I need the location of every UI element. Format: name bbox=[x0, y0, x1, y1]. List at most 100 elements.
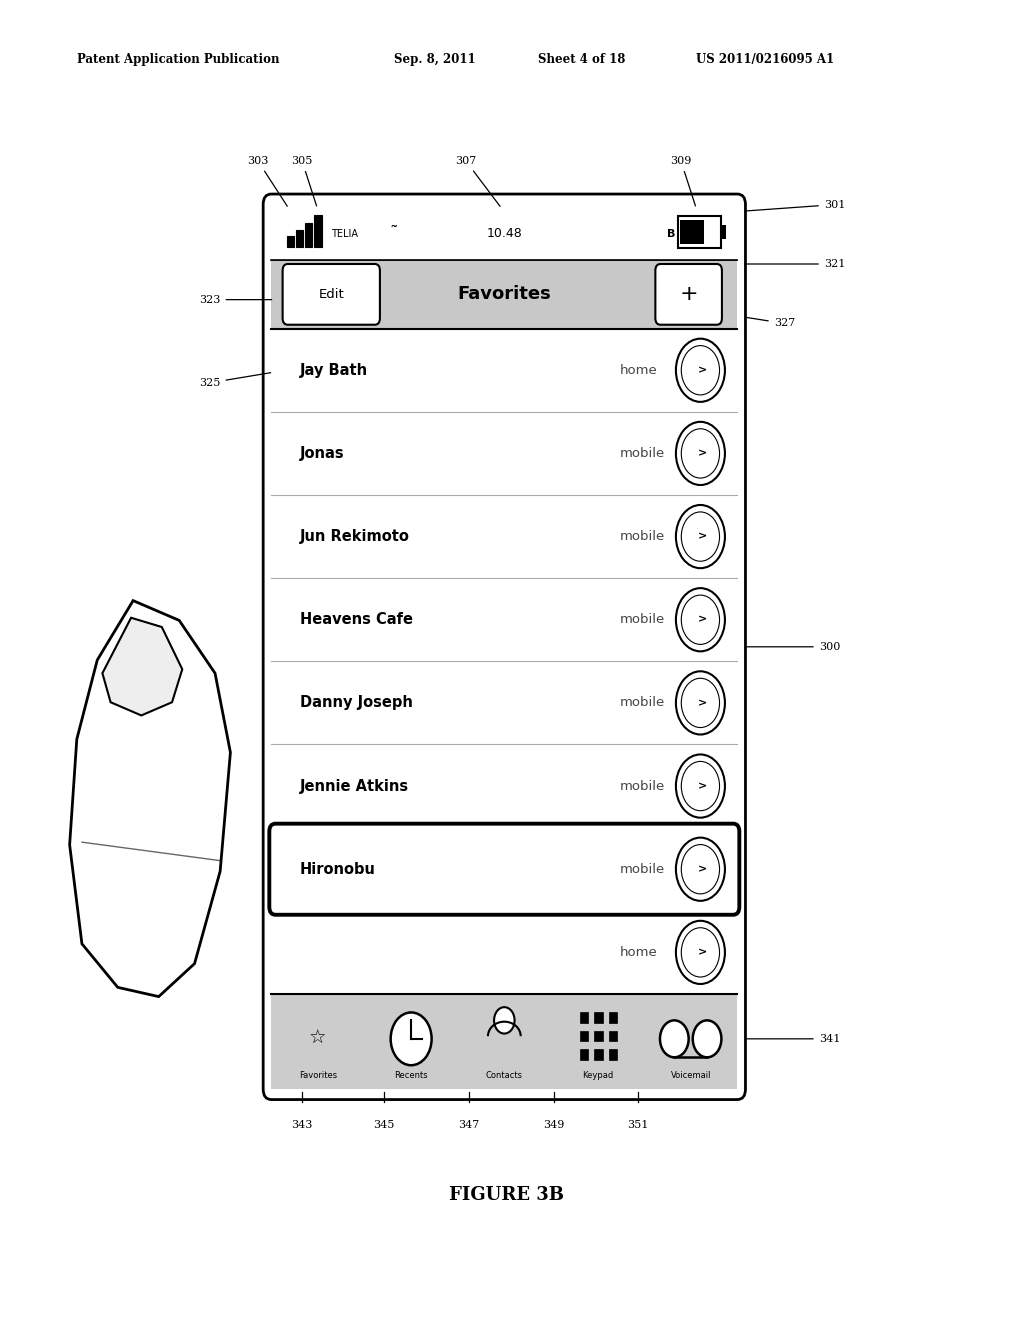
Text: Sep. 8, 2011: Sep. 8, 2011 bbox=[394, 53, 476, 66]
Text: +: + bbox=[680, 284, 698, 305]
Bar bbox=[608, 1049, 616, 1060]
Text: FIGURE 3B: FIGURE 3B bbox=[450, 1185, 564, 1204]
FancyBboxPatch shape bbox=[283, 264, 380, 325]
Bar bbox=[721, 226, 726, 239]
Bar bbox=[594, 1049, 602, 1060]
Bar bbox=[580, 1012, 588, 1023]
Text: >: > bbox=[697, 865, 708, 874]
Text: 307: 307 bbox=[456, 156, 500, 206]
Bar bbox=[271, 994, 737, 1089]
Bar bbox=[296, 230, 303, 247]
Text: 341: 341 bbox=[745, 1034, 840, 1044]
Circle shape bbox=[681, 678, 720, 727]
Text: mobile: mobile bbox=[620, 863, 665, 875]
Circle shape bbox=[676, 422, 725, 484]
Bar bbox=[608, 1031, 616, 1041]
Text: Jay Bath: Jay Bath bbox=[300, 363, 369, 378]
Bar bbox=[271, 260, 737, 329]
Circle shape bbox=[676, 921, 725, 983]
Circle shape bbox=[681, 429, 720, 478]
Polygon shape bbox=[70, 601, 230, 997]
Bar bbox=[287, 236, 294, 247]
Text: US 2011/0216095 A1: US 2011/0216095 A1 bbox=[696, 53, 835, 66]
Text: home: home bbox=[620, 946, 657, 958]
Bar bbox=[594, 1031, 602, 1041]
Text: Jonas: Jonas bbox=[300, 446, 345, 461]
Text: mobile: mobile bbox=[620, 697, 665, 709]
Text: 347: 347 bbox=[459, 1119, 479, 1130]
Text: Contacts: Contacts bbox=[485, 1071, 523, 1080]
Circle shape bbox=[681, 762, 720, 810]
Text: 305: 305 bbox=[292, 156, 316, 206]
Text: home: home bbox=[620, 364, 657, 376]
Text: Heavens Cafe: Heavens Cafe bbox=[300, 612, 413, 627]
Text: 349: 349 bbox=[544, 1119, 564, 1130]
Bar bbox=[305, 223, 312, 247]
Text: 321: 321 bbox=[745, 259, 845, 269]
Text: >: > bbox=[697, 449, 708, 458]
Circle shape bbox=[676, 506, 725, 568]
Text: >: > bbox=[697, 615, 708, 624]
Text: 301: 301 bbox=[745, 199, 845, 211]
Text: 303: 303 bbox=[248, 156, 288, 206]
Text: Hironobu: Hironobu bbox=[300, 862, 376, 876]
Bar bbox=[594, 1012, 602, 1023]
Circle shape bbox=[494, 1007, 514, 1034]
Circle shape bbox=[676, 838, 725, 900]
Text: Keypad: Keypad bbox=[582, 1071, 613, 1080]
Circle shape bbox=[659, 1020, 688, 1057]
Circle shape bbox=[676, 755, 725, 817]
Circle shape bbox=[692, 1020, 721, 1057]
Text: Voicemail: Voicemail bbox=[671, 1071, 711, 1080]
Text: 351: 351 bbox=[628, 1119, 648, 1130]
Text: 361: 361 bbox=[121, 915, 177, 942]
Text: >: > bbox=[697, 366, 708, 375]
Circle shape bbox=[681, 346, 720, 395]
Text: TELIA: TELIA bbox=[331, 228, 357, 239]
Text: 345: 345 bbox=[374, 1119, 394, 1130]
Circle shape bbox=[676, 589, 725, 651]
Circle shape bbox=[681, 928, 720, 977]
Text: B: B bbox=[667, 228, 675, 239]
Text: Recents: Recents bbox=[394, 1071, 428, 1080]
Bar bbox=[580, 1031, 588, 1041]
FancyBboxPatch shape bbox=[263, 194, 745, 1100]
FancyBboxPatch shape bbox=[269, 824, 739, 915]
Text: 327: 327 bbox=[745, 317, 795, 329]
Text: 325: 325 bbox=[200, 372, 270, 388]
Text: Jun Rekimoto: Jun Rekimoto bbox=[300, 529, 410, 544]
Text: mobile: mobile bbox=[620, 780, 665, 792]
Circle shape bbox=[681, 845, 720, 894]
Circle shape bbox=[681, 595, 720, 644]
Text: ☆: ☆ bbox=[309, 1030, 327, 1048]
Text: >: > bbox=[697, 948, 708, 957]
Polygon shape bbox=[102, 618, 182, 715]
Text: Danny Joseph: Danny Joseph bbox=[300, 696, 413, 710]
Text: 309: 309 bbox=[671, 156, 695, 206]
FancyBboxPatch shape bbox=[655, 264, 722, 325]
Circle shape bbox=[390, 1012, 432, 1065]
Text: mobile: mobile bbox=[620, 447, 665, 459]
Text: 323: 323 bbox=[200, 294, 271, 305]
Text: Edit: Edit bbox=[318, 288, 345, 301]
Text: 343: 343 bbox=[292, 1119, 312, 1130]
Text: mobile: mobile bbox=[620, 531, 665, 543]
Text: >: > bbox=[697, 698, 708, 708]
Text: Sheet 4 of 18: Sheet 4 of 18 bbox=[538, 53, 625, 66]
Bar bbox=[314, 215, 322, 247]
Bar bbox=[678, 216, 721, 248]
Text: Favorites: Favorites bbox=[458, 285, 551, 304]
Circle shape bbox=[681, 512, 720, 561]
Text: >: > bbox=[697, 532, 708, 541]
Bar bbox=[580, 1049, 588, 1060]
Text: 10.48: 10.48 bbox=[486, 227, 522, 240]
Text: >: > bbox=[697, 781, 708, 791]
Text: 300: 300 bbox=[745, 642, 840, 652]
Bar bbox=[608, 1012, 616, 1023]
Text: Jennie Atkins: Jennie Atkins bbox=[300, 779, 410, 793]
Bar bbox=[680, 220, 703, 244]
Text: Patent Application Publication: Patent Application Publication bbox=[77, 53, 280, 66]
Text: Favorites: Favorites bbox=[299, 1071, 337, 1080]
Circle shape bbox=[676, 672, 725, 734]
Text: ˜: ˜ bbox=[389, 224, 397, 243]
